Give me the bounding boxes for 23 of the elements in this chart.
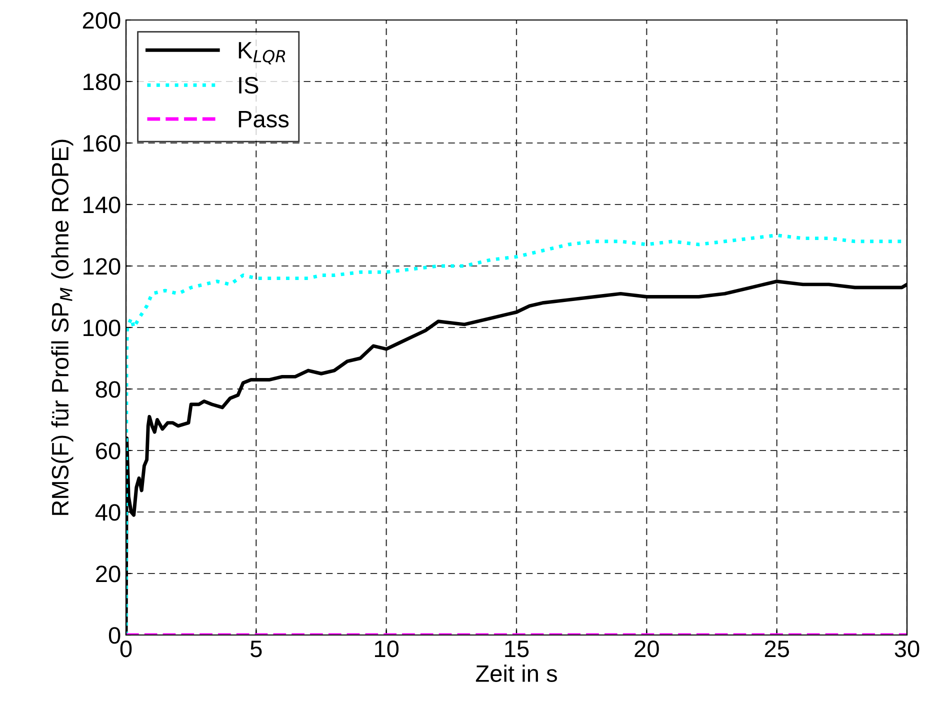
legend-label: IS [239, 76, 258, 94]
y-tick-label: 80 [96, 381, 120, 398]
x-tick-label: 5 [250, 640, 262, 658]
y-tick-label: 120 [84, 258, 120, 275]
y-tick-label: 60 [96, 442, 120, 460]
y-tick-label: 20 [96, 566, 120, 582]
x-tick-label: 30 [894, 640, 920, 658]
x-tick-label: 0 [120, 640, 132, 658]
x-tick-label: 20 [634, 640, 659, 658]
y-axis-title: RMS(F) für Profil SP$_{M}$ (ohne ROPE) [51, 140, 74, 515]
legend-label: Pass [238, 110, 289, 128]
x-tick-label: 25 [764, 640, 789, 658]
y-tick-label: 100 [84, 320, 120, 336]
x-tick-label: 15 [505, 640, 529, 658]
y-tick-label: 160 [84, 135, 120, 152]
x-tick-label: 10 [375, 640, 399, 658]
x-axis-title: Zeit in s [476, 664, 557, 682]
y-tick-label: 0 [108, 627, 120, 644]
legend-label: K$_{LQR}$ [238, 42, 286, 64]
y-tick-label: 140 [84, 196, 120, 214]
y-tick-label: 40 [95, 504, 120, 521]
y-tick-label: 180 [84, 74, 120, 90]
y-tick-label: 200 [82, 12, 120, 29]
